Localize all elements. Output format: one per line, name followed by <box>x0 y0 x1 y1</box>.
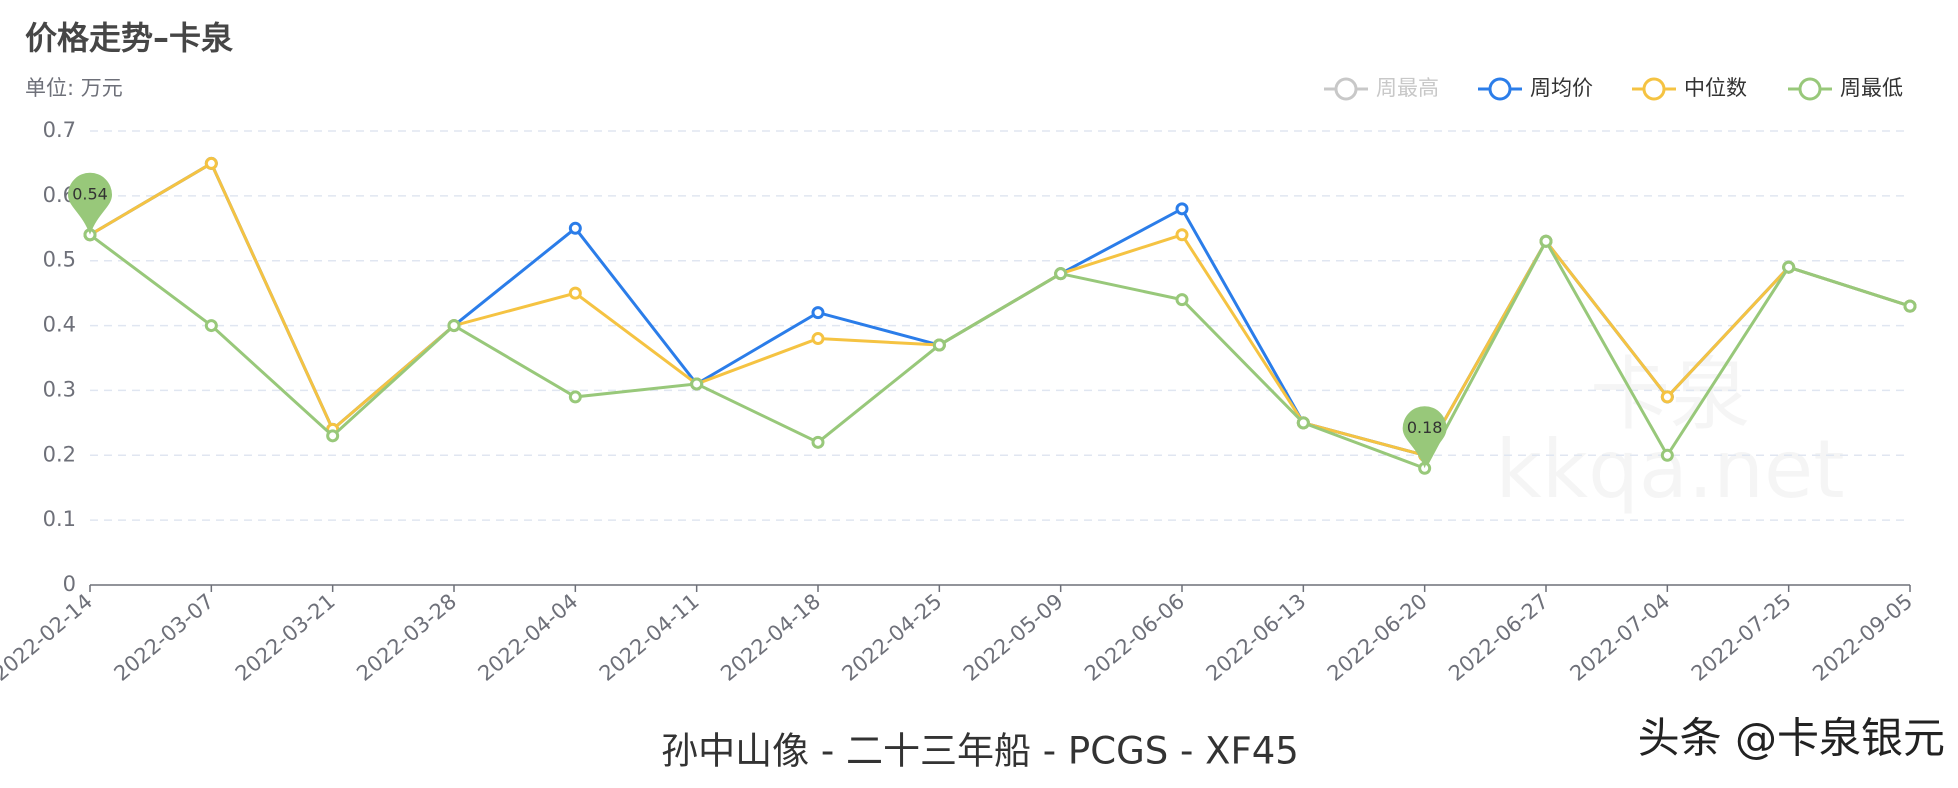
y-tick-label: 0 <box>63 572 76 596</box>
legend-label: 中位数 <box>1684 76 1747 100</box>
y-tick-label: 0.2 <box>43 442 76 466</box>
x-tick-label: 2022-03-28 <box>352 589 461 686</box>
y-tick-label: 0.4 <box>43 313 76 337</box>
data-point <box>1660 390 1674 404</box>
x-tick-label: 2022-04-18 <box>716 589 825 686</box>
credit: 头条 @卡泉银元 <box>1638 714 1945 763</box>
x-tick-label: 2022-06-20 <box>1323 589 1432 686</box>
data-point <box>1175 202 1189 216</box>
data-point <box>568 221 582 235</box>
x-tick-label: 2022-04-11 <box>595 589 704 686</box>
series-line <box>89 233 1911 471</box>
legend-symbol <box>1334 77 1358 101</box>
data-point <box>326 429 340 443</box>
x-tick-label: 2022-06-27 <box>1444 589 1553 686</box>
data-point <box>811 435 825 449</box>
mark-pin <box>67 172 112 235</box>
data-point <box>1175 293 1189 307</box>
legend-symbol <box>1798 77 1822 101</box>
data-point <box>1539 234 1553 248</box>
data-point <box>568 390 582 404</box>
caption: 孙中山像 - 二十三年船 - PCGS - XF45 <box>661 730 1299 773</box>
x-tick-label: 2022-09-05 <box>1808 589 1917 686</box>
data-point <box>1903 299 1917 313</box>
watermark: kkqa.net <box>1495 423 1844 516</box>
mark-pin <box>1402 406 1447 469</box>
data-point <box>204 319 218 333</box>
x-tick-label: 2022-04-25 <box>837 589 946 686</box>
data-point <box>204 156 218 170</box>
legend-label: 周均价 <box>1530 76 1593 100</box>
data-point <box>1660 448 1674 462</box>
data-point <box>1054 267 1068 281</box>
x-tick-label: 2022-05-09 <box>959 589 1068 686</box>
data-point <box>811 306 825 320</box>
data-point <box>447 319 461 333</box>
y-tick-label: 0.3 <box>43 377 76 401</box>
x-tick-label: 2022-02-14 <box>0 589 97 686</box>
x-tick-label: 2022-07-04 <box>1565 589 1674 686</box>
x-tick-label: 2022-07-25 <box>1687 589 1796 686</box>
data-point <box>932 338 946 352</box>
data-point <box>690 377 704 391</box>
chart-title: 价格走势–卡泉 <box>25 19 233 57</box>
data-point <box>1175 228 1189 242</box>
data-point <box>1296 416 1310 430</box>
x-tick-label: 2022-06-06 <box>1080 589 1189 686</box>
y-tick-label: 0.7 <box>43 118 76 142</box>
x-tick-label: 2022-03-07 <box>109 589 218 686</box>
mark-label: 0.18 <box>1407 418 1443 437</box>
x-tick-label: 2022-03-21 <box>231 589 340 686</box>
x-tick-label: 2022-06-13 <box>1201 589 1310 686</box>
legend-label: 周最高 <box>1376 76 1439 100</box>
legend-label: 周最低 <box>1840 76 1903 100</box>
data-point <box>1782 260 1796 274</box>
y-tick-label: 0.1 <box>43 507 76 531</box>
chart-subtitle: 单位: 万元 <box>25 76 123 100</box>
legend-symbol <box>1642 77 1666 101</box>
data-point <box>568 286 582 300</box>
x-tick-label: 2022-04-04 <box>473 589 582 686</box>
legend-symbol <box>1488 77 1512 101</box>
mark-label: 0.54 <box>72 184 108 203</box>
data-point <box>811 332 825 346</box>
y-tick-label: 0.5 <box>43 248 76 272</box>
